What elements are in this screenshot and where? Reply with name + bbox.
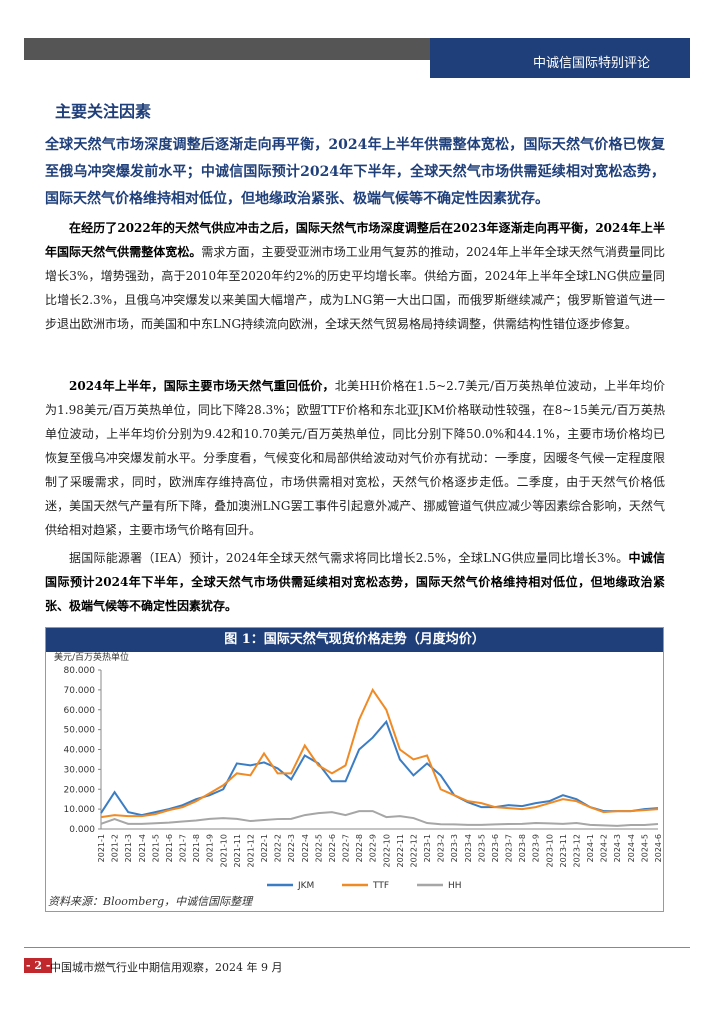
x-tick-label: 2022-11 — [396, 834, 405, 867]
x-tick-label: 2023-5 — [477, 834, 486, 862]
x-tick-label: 2021-8 — [192, 834, 201, 862]
text: 据国际能源署（IEA）预计，2024年全球天然气需求将同比增长2.5%，全球LN… — [69, 551, 629, 565]
x-tick-label: 2021-5 — [151, 834, 160, 862]
text: 需求方面，主要受亚洲市场工业用气复苏的推动，2024年上半年全球天然气消费量同比… — [45, 245, 665, 331]
header-box: 中诚信国际特别评论 — [430, 38, 690, 78]
x-tick-label: 2024-5 — [640, 834, 649, 862]
x-tick-label: 2021-3 — [124, 834, 133, 862]
y-tick-label: 0.000 — [69, 825, 95, 835]
page-number: - 2 - — [24, 958, 53, 973]
x-tick-label: 2021-7 — [179, 834, 188, 862]
y-tick-label: 30.000 — [64, 765, 96, 775]
x-tick-label: 2021-6 — [165, 834, 174, 862]
paragraph: 2024年上半年，国际主要市场天然气重回低价，北美HH价格在1.5~2.7美元/… — [45, 374, 665, 542]
x-tick-label: 2022-12 — [409, 834, 418, 867]
text: 北美HH价格在1.5~2.7美元/百万英热单位波动，上半年均价为1.98美元/百… — [45, 379, 666, 537]
x-tick-label: 2021-12 — [246, 834, 255, 867]
x-tick-label: 2021-4 — [138, 834, 147, 862]
bold-text: 在经历了2022年的天然气供应冲击之后，国际天然气市场深度调整后在2023年逐渐… — [45, 221, 665, 259]
x-tick-label: 2022-7 — [342, 834, 351, 862]
x-tick-label: 2023-11 — [559, 834, 568, 867]
x-tick-label: 2022-1 — [260, 834, 269, 862]
bold-text: 中诚信国际预计2024年下半年，全球天然气市场供需延续相对宽松态势，国际天然气价… — [45, 551, 665, 613]
x-tick-label: 2022-8 — [355, 834, 364, 862]
x-tick-label: 2024-4 — [627, 834, 636, 862]
x-tick-label: 2022-9 — [369, 834, 378, 862]
x-tick-label: 2023-6 — [491, 834, 500, 862]
x-tick-label: 2023-2 — [437, 834, 446, 862]
x-tick-label: 2022-4 — [301, 834, 310, 862]
x-tick-label: 2022-2 — [274, 834, 283, 862]
y-tick-label: 20.000 — [64, 785, 96, 795]
y-tick-label: 10.000 — [64, 805, 96, 815]
x-tick-label: 2023-10 — [545, 834, 554, 867]
y-tick-label: 40.000 — [64, 746, 96, 756]
figure-title: 图 1：国际天然气现货价格走势（月度均价） — [46, 628, 663, 652]
x-tick-label: 2022-3 — [287, 834, 296, 862]
legend-label: HH — [448, 881, 462, 891]
line-series — [100, 719, 659, 817]
y-tick-label: 70.000 — [64, 686, 96, 696]
source-note: 资料来源：Bloomberg，中诚信国际整理 — [48, 895, 253, 908]
x-tick-label: 2023-4 — [464, 834, 473, 862]
x-tick-label: 2024-6 — [654, 834, 663, 862]
x-tick-label: 2021-9 — [206, 834, 215, 862]
x-tick-label: 2023-7 — [505, 834, 514, 862]
y-tick-label: 80.000 — [64, 666, 96, 676]
x-tick-label: 2021-2 — [111, 834, 120, 862]
x-tick-label: 2022-6 — [328, 834, 337, 862]
paragraph: 据国际能源署（IEA）预计，2024年全球天然气需求将同比增长2.5%，全球LN… — [45, 546, 665, 618]
x-tick-label: 2024-2 — [600, 834, 609, 862]
x-tick-label: 2023-1 — [423, 834, 432, 862]
key-point: 全球天然气市场深度调整后逐渐走向再平衡，2024年上半年供需整体宽松，国际天然气… — [45, 137, 665, 207]
legend-label: TTF — [372, 881, 389, 891]
line-series — [100, 687, 659, 819]
x-tick-label: 2021-11 — [233, 834, 242, 867]
y-tick-label: 50.000 — [64, 726, 96, 736]
bold-text: 2024年上半年，国际主要市场天然气重回低价， — [69, 379, 335, 393]
y-tick-label: 60.000 — [64, 706, 96, 716]
x-tick-label: 2024-3 — [613, 834, 622, 862]
header-title: 中诚信国际特别评论 — [532, 56, 650, 71]
x-tick-label: 2024-1 — [586, 834, 595, 862]
section-title: 主要关注因素 — [55, 102, 152, 121]
x-tick-label: 2021-1 — [97, 834, 106, 862]
x-tick-label: 2023-8 — [518, 834, 527, 862]
footer-line — [24, 947, 690, 948]
figure: 图 1：国际天然气现货价格走势（月度均价） 美元/百万英热单位 0.000 10.… — [45, 627, 664, 912]
x-tick-label: 2023-9 — [532, 834, 541, 862]
x-tick-label: 2023-12 — [572, 834, 581, 867]
y-axis-label: 美元/百万英热单位 — [54, 652, 129, 663]
paragraph: 在经历了2022年的天然气供应冲击之后，国际天然气市场深度调整后在2023年逐渐… — [45, 216, 665, 336]
legend-label: JKM — [297, 881, 314, 891]
x-tick-label: 2021-10 — [219, 834, 228, 867]
footer-text: 中国城市燃气行业中期信用观察，2024 年 9 月 — [50, 961, 283, 974]
line-series — [100, 810, 659, 827]
x-tick-label: 2022-10 — [382, 834, 391, 867]
chart: 美元/百万英热单位 0.000 10.000 20.000 30.000 40.000 5… — [54, 651, 663, 891]
x-tick-label: 2023-3 — [450, 834, 459, 862]
x-tick-label: 2022-5 — [314, 834, 323, 862]
